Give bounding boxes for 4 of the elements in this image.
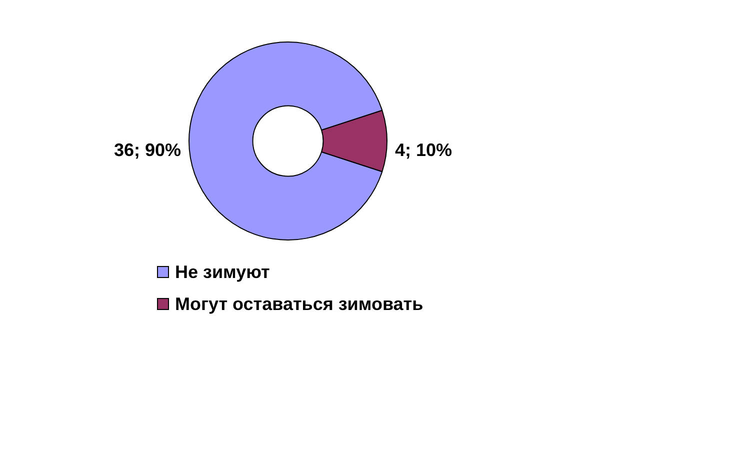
data-label: 36; 90%	[114, 140, 181, 160]
data-label: 4; 10%	[395, 140, 452, 160]
legend-label: Не зимуют	[175, 262, 270, 282]
legend-label: Могут оставаться зимовать	[175, 294, 424, 314]
